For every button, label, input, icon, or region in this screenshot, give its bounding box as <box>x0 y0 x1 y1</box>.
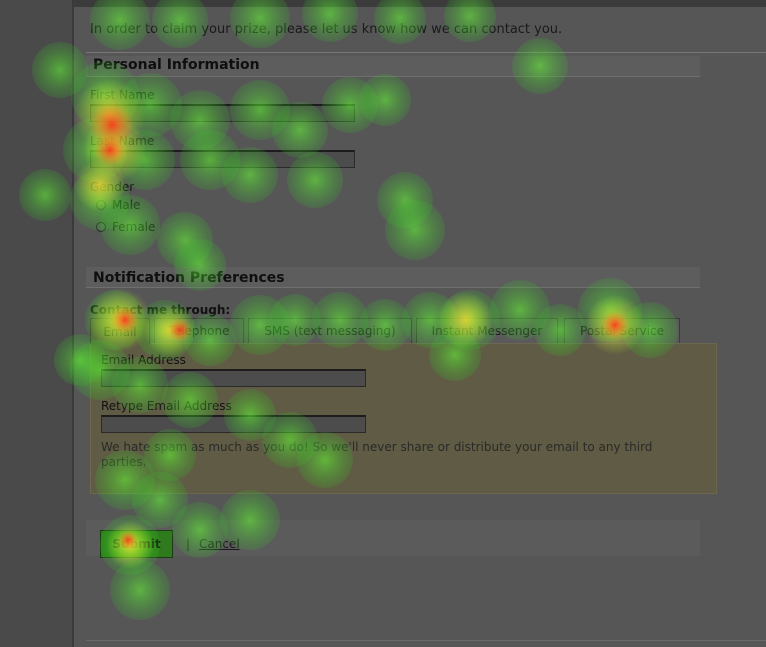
contact-label: Contact me through: <box>90 303 231 317</box>
last-name-label: Last Name <box>90 134 155 148</box>
retype-email-label: Retype Email Address <box>101 399 232 413</box>
left-margin <box>0 0 74 647</box>
tab-sms[interactable]: SMS (text messaging) <box>248 318 412 343</box>
cancel-link[interactable]: Cancel <box>199 537 240 551</box>
gender-option-female[interactable]: Female <box>96 220 155 234</box>
tab-instant-messenger[interactable]: Instant Messenger <box>416 318 558 343</box>
intro-text: In order to claim your prize, please let… <box>90 22 563 37</box>
intro-divider <box>86 52 766 53</box>
email-label: Email Address <box>101 353 186 367</box>
gender-female-label: Female <box>112 220 156 234</box>
gender-male-label: Male <box>112 198 141 212</box>
first-name-label: First Name <box>90 88 155 102</box>
radio-male[interactable] <box>96 200 106 210</box>
notification-section-title: Notification Preferences <box>93 270 285 286</box>
bottom-divider <box>86 640 766 641</box>
submit-button[interactable]: Submit <box>100 530 173 558</box>
retype-email-input[interactable] <box>101 415 366 433</box>
tab-email[interactable]: Email <box>90 318 150 344</box>
spam-note: We hate spam as much as you do! So we'll… <box>101 440 653 469</box>
tab-telephone[interactable]: Telephone <box>154 318 244 343</box>
email-input[interactable] <box>101 369 366 387</box>
radio-female[interactable] <box>96 222 106 232</box>
last-name-input[interactable] <box>90 150 355 168</box>
personal-section-title: Personal Information <box>93 57 260 73</box>
first-name-input[interactable] <box>90 104 355 122</box>
actions-band <box>86 520 700 556</box>
gender-option-male[interactable]: Male <box>96 198 140 212</box>
top-bar <box>74 0 766 7</box>
tab-postal-service[interactable]: Postal Service <box>564 318 680 343</box>
gender-label: Gender <box>90 180 135 194</box>
action-separator: | <box>186 537 191 551</box>
